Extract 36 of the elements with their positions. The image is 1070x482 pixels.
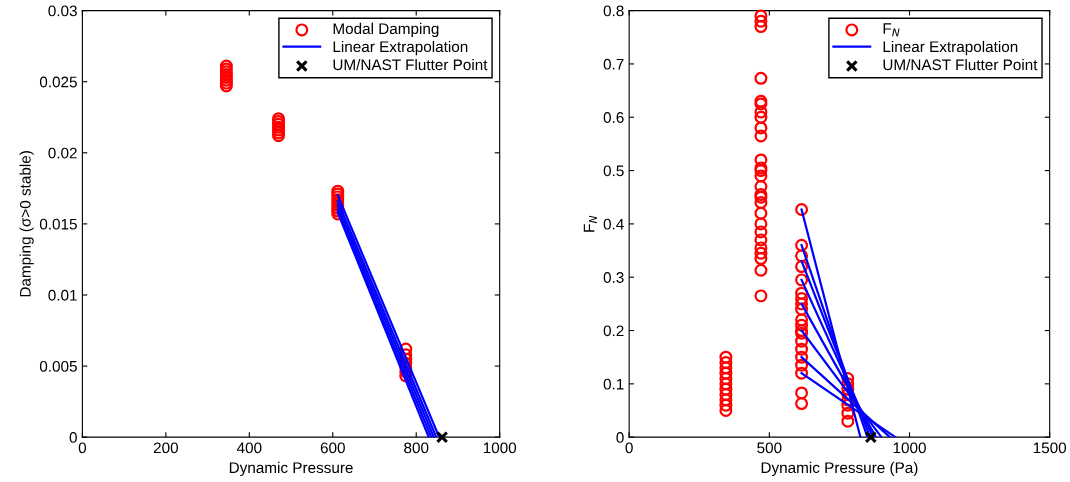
x-tick-label: 1000 <box>483 442 517 454</box>
y-tick-label: 0.8 <box>603 5 624 17</box>
y-tick-label: 0.6 <box>603 112 624 123</box>
y-tick-label: 0.015 <box>39 218 77 230</box>
y-tick-label: 0.5 <box>603 165 624 177</box>
x-tick-label: 1500 <box>1033 442 1067 454</box>
x-tick-label: 1000 <box>893 442 926 454</box>
y-tick-label: 0.7 <box>603 58 624 70</box>
x-tick-label: 200 <box>153 442 178 454</box>
y-tick-label: 0.1 <box>603 378 624 390</box>
y-axis-title: Damping (σ>0 stable) <box>19 151 34 297</box>
legend-label: UM/NAST Flutter Point <box>883 58 1038 71</box>
x-tick-label: 0 <box>78 442 87 454</box>
x-tick-label: 400 <box>236 442 262 454</box>
y-tick-label: 0.005 <box>39 360 77 372</box>
x-axis-title: Dynamic Pressure <box>229 461 353 477</box>
x-tick-label: 800 <box>404 442 429 454</box>
y-tick-label: 0.025 <box>39 76 77 88</box>
y-tick-label: 0.01 <box>48 289 77 301</box>
y-tick-label: 0 <box>616 432 624 443</box>
legend-label: F$_{N}$ <box>883 23 900 37</box>
legend-label: Linear Extrapolation <box>883 40 1018 56</box>
y-tick-label: 0.02 <box>48 147 77 159</box>
y-tick-label: 0.4 <box>603 218 624 230</box>
y-axis-title: F$_{N}$ <box>583 215 597 232</box>
y-tick-label: 0.3 <box>603 272 624 283</box>
x-axis-title: Dynamic Pressure (Pa) <box>761 461 918 477</box>
x-tick-label: 0 <box>625 442 633 454</box>
x-tick-label: 500 <box>757 442 782 454</box>
y-tick-label: 0.2 <box>603 325 624 337</box>
x-tick-label: 600 <box>320 442 345 454</box>
y-tick-label: 0.03 <box>48 5 77 17</box>
y-tick-label: 0 <box>69 432 77 443</box>
legend-label: Linear Extrapolation <box>333 40 468 56</box>
legend-label: UM/NAST Flutter Point <box>333 58 488 71</box>
legend-label: Modal Damping <box>333 22 439 38</box>
